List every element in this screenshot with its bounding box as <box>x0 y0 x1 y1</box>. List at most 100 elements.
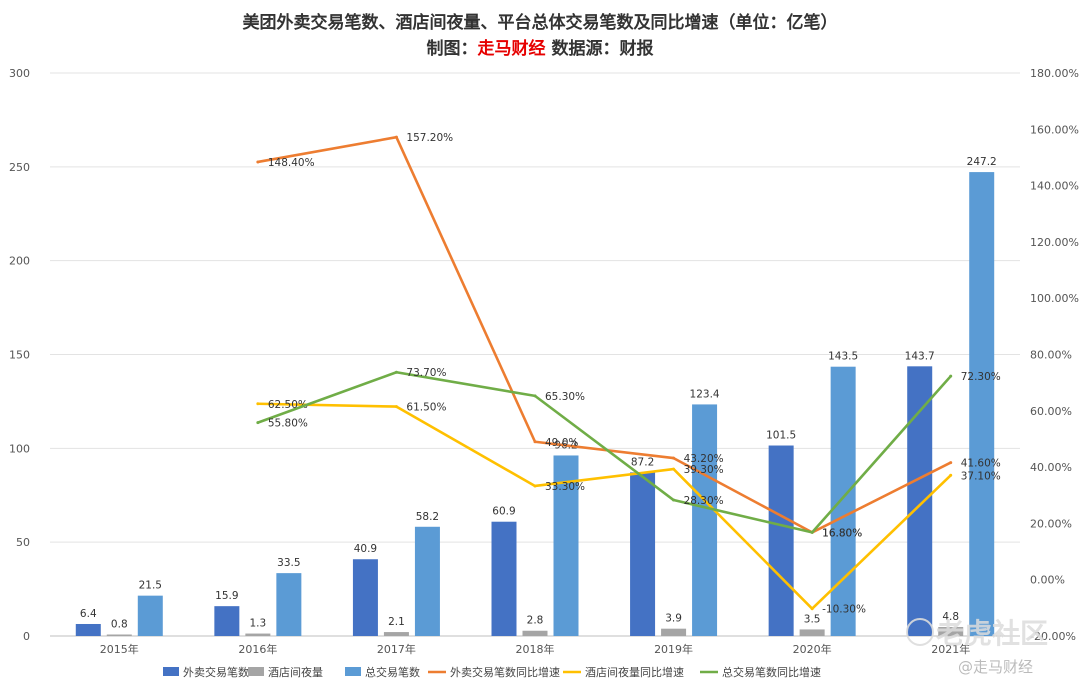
bar <box>245 633 271 636</box>
line-data-label: 16.80% <box>822 527 862 539</box>
line-data-label: 61.50% <box>406 402 446 414</box>
line-data-label: 37.10% <box>961 470 1001 482</box>
legend-label: 外卖交易笔数同比增速 <box>450 665 560 679</box>
y-right-tick-label: 160.00% <box>1030 123 1079 136</box>
y-left-tick-label: 100 <box>9 442 30 455</box>
line-point <box>394 405 398 409</box>
subtitle-source: 数据源：财报 <box>545 39 654 59</box>
line-point <box>949 461 953 465</box>
line-data-label: 157.20% <box>406 132 453 144</box>
bar-data-label: 247.2 <box>967 156 997 168</box>
bar-data-label: 3.5 <box>804 613 821 625</box>
line-point <box>256 421 260 425</box>
line-point <box>810 607 814 611</box>
line-data-label: 62.50% <box>268 399 308 411</box>
line-point <box>256 402 260 406</box>
bar-data-label: 2.1 <box>388 616 405 628</box>
line-point <box>949 374 953 378</box>
x-tick-label: 2020年 <box>793 642 832 656</box>
y-left-tick-label: 200 <box>9 255 30 268</box>
legend-label: 酒店间夜量同比增速 <box>585 665 684 679</box>
y-right-tick-label: 180.00% <box>1030 67 1079 80</box>
line-point <box>394 370 398 374</box>
bar-data-label: 21.5 <box>139 580 162 592</box>
y-right-tick-label: 60.00% <box>1030 405 1072 418</box>
legend-swatch <box>345 667 361 676</box>
bar <box>969 172 995 636</box>
line-point <box>949 473 953 477</box>
bar <box>383 632 409 636</box>
bar-data-label: 87.2 <box>631 456 654 468</box>
line-point <box>810 530 814 534</box>
line-data-label: 72.30% <box>961 371 1001 383</box>
bar <box>768 445 794 636</box>
bar <box>276 573 302 636</box>
bar <box>491 521 517 636</box>
y-left-tick-label: 150 <box>9 349 30 362</box>
bar-data-label: 33.5 <box>277 557 300 569</box>
line-point <box>672 498 676 502</box>
bar <box>137 595 163 636</box>
line-point <box>533 440 537 444</box>
series-line <box>257 402 952 610</box>
line-point <box>672 456 676 460</box>
bar <box>830 366 856 636</box>
bar <box>799 629 825 636</box>
y-left-tick-label: 300 <box>9 67 30 80</box>
bar-data-label: 40.9 <box>354 543 377 555</box>
footer-brand: @走马财经 <box>958 658 1034 676</box>
legend-label: 总交易笔数同比增速 <box>722 665 821 679</box>
y-right-tick-label: 100.00% <box>1030 292 1079 305</box>
bar <box>352 559 378 636</box>
y-right-tick-label: 120.00% <box>1030 236 1079 249</box>
line-point <box>533 394 537 398</box>
x-tick-label: 2019年 <box>654 642 693 656</box>
legend-swatch <box>248 667 264 676</box>
bar <box>106 634 132 636</box>
bar <box>907 366 933 636</box>
bar <box>630 472 656 636</box>
bar-data-label: 58.2 <box>416 511 439 523</box>
bar-data-label: 2.8 <box>527 615 544 627</box>
line-data-label: 148.40% <box>268 157 315 169</box>
bar <box>522 630 548 636</box>
watermark-logo-icon <box>906 618 934 646</box>
legend-label: 酒店间夜量 <box>268 665 323 679</box>
line-data-label: 41.60% <box>961 458 1001 470</box>
subtitle-maker: 走马财经 <box>477 39 546 59</box>
bar-data-label: 143.5 <box>828 351 858 363</box>
y-left-tick-label: 50 <box>16 536 30 549</box>
line-point <box>394 135 398 139</box>
x-tick-label: 2016年 <box>238 642 277 656</box>
bar-data-label: 143.7 <box>905 350 935 362</box>
y-right-tick-label: 140.00% <box>1030 180 1079 193</box>
x-tick-label: 2015年 <box>100 642 139 656</box>
line-point <box>672 467 676 471</box>
bar <box>938 626 964 636</box>
x-tick-label: 2018年 <box>516 642 555 656</box>
y-right-tick-label: 40.00% <box>1030 461 1072 474</box>
line-data-label: 73.70% <box>406 367 446 379</box>
y-right-tick-label: 20.00% <box>1030 517 1072 530</box>
line-data-label: 16.80% <box>822 527 862 539</box>
watermark-community: 老虎社区 <box>936 617 1049 650</box>
line-point <box>256 160 260 164</box>
line-data-label: 49.0% <box>545 437 578 449</box>
y-left-tick-label: 0 <box>23 630 30 643</box>
bar-data-label: 0.8 <box>111 618 128 630</box>
line-data-label: 28.30% <box>684 495 724 507</box>
bar-data-label: 101.5 <box>766 430 796 442</box>
bar-data-label: 6.4 <box>80 608 97 620</box>
legend-swatch <box>163 667 179 676</box>
bar-data-label: 123.4 <box>690 388 720 400</box>
bar-data-label: 60.9 <box>492 506 515 518</box>
bar <box>661 628 687 636</box>
bar-data-label: 15.9 <box>215 590 238 602</box>
bar <box>692 404 718 636</box>
line-data-label: 43.20% <box>684 453 724 465</box>
bar <box>214 606 240 636</box>
line-data-label: 55.80% <box>268 418 308 430</box>
bar <box>414 526 440 636</box>
y-right-tick-label: -20.00% <box>1030 630 1076 643</box>
